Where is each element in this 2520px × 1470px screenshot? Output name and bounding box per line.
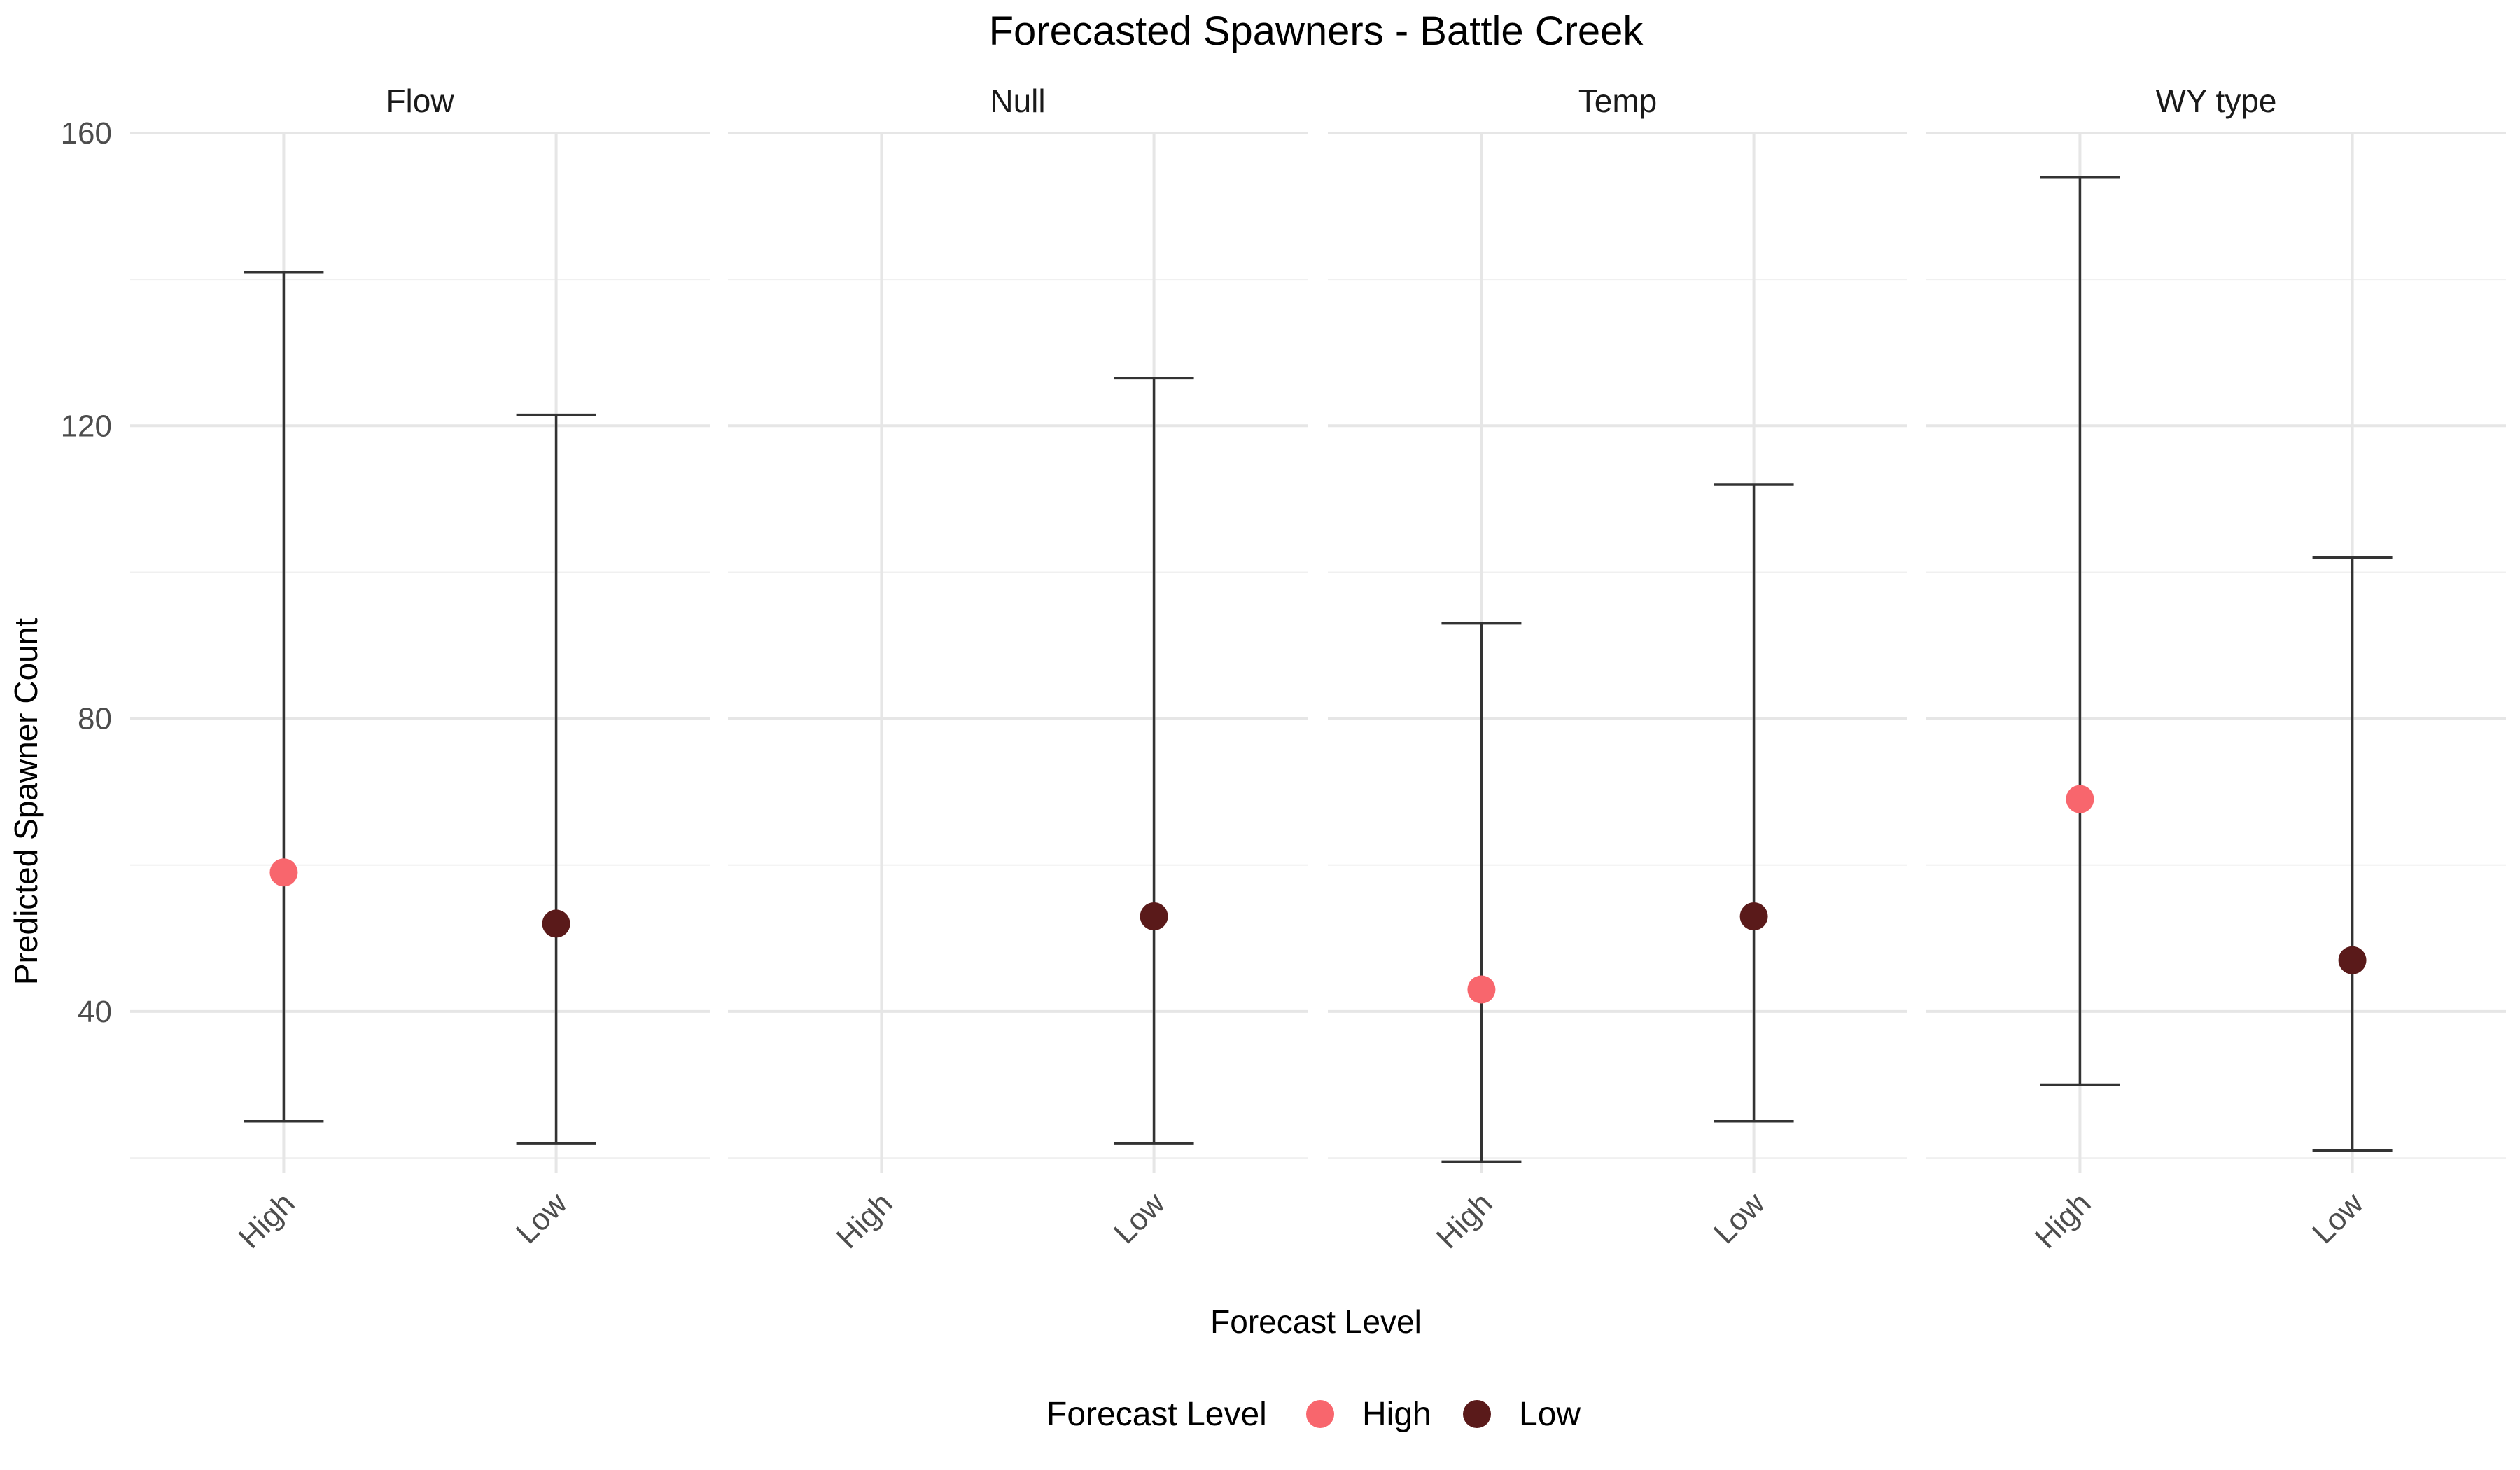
error-bar: [1714, 483, 1794, 1123]
error-bar: [2312, 556, 2393, 1152]
error-bar: [2040, 175, 2120, 1086]
x-tick-label: Low: [1107, 1186, 1172, 1250]
y-tick-label: 40: [78, 995, 112, 1029]
data-point-low: [1140, 902, 1168, 930]
panel-wy-type: WY type High Low: [1926, 83, 2506, 1255]
data-point-high: [2066, 785, 2094, 813]
panel-temp: Temp High Low: [1328, 83, 1907, 1255]
y-axis: 40 80 120 160: [61, 116, 112, 1029]
panel-label: Flow: [386, 83, 454, 119]
chart-title: Forecasted Spawners - Battle Creek: [989, 8, 1644, 54]
panel-label: Null: [990, 83, 1045, 119]
panel-null: Null High Low: [728, 83, 1308, 1255]
legend-key: [1463, 1400, 1491, 1428]
panel-flow: Flow High Low: [130, 83, 710, 1255]
legend-label: High: [1362, 1396, 1432, 1433]
data-point-low: [1740, 902, 1768, 930]
y-axis-title: Predicted Spawner Count: [8, 618, 44, 985]
error-bar: [244, 270, 324, 1123]
x-tick-label: High: [2029, 1186, 2098, 1255]
legend-item-low: Low: [1463, 1396, 1581, 1433]
legend-item-high: High: [1306, 1396, 1432, 1433]
legend: Forecast Level High Low: [1046, 1396, 1581, 1433]
data-point-high: [1467, 975, 1496, 1004]
x-tick-label: Low: [1707, 1186, 1772, 1250]
error-bar: [516, 413, 596, 1144]
data-point-high: [270, 858, 298, 887]
x-tick-label: High: [830, 1186, 899, 1255]
x-tick-label: High: [232, 1186, 302, 1255]
error-bar: [1114, 377, 1194, 1144]
panel-label: Temp: [1578, 83, 1657, 119]
x-tick-label: Low: [2306, 1186, 2370, 1250]
data-point-low: [2338, 946, 2367, 974]
x-axis-title: Forecast Level: [1210, 1303, 1422, 1340]
error-bar: [1441, 622, 1522, 1163]
y-tick-label: 120: [61, 409, 112, 443]
panel-label: WY type: [2156, 83, 2277, 119]
y-tick-label: 160: [61, 116, 112, 150]
x-tick-label: High: [1430, 1186, 1499, 1255]
legend-key: [1306, 1400, 1334, 1428]
y-tick-label: 80: [78, 702, 112, 736]
x-tick-label: Low: [510, 1186, 574, 1250]
legend-title: Forecast Level: [1046, 1396, 1267, 1433]
legend-label: Low: [1519, 1396, 1581, 1433]
data-point-low: [542, 909, 570, 938]
